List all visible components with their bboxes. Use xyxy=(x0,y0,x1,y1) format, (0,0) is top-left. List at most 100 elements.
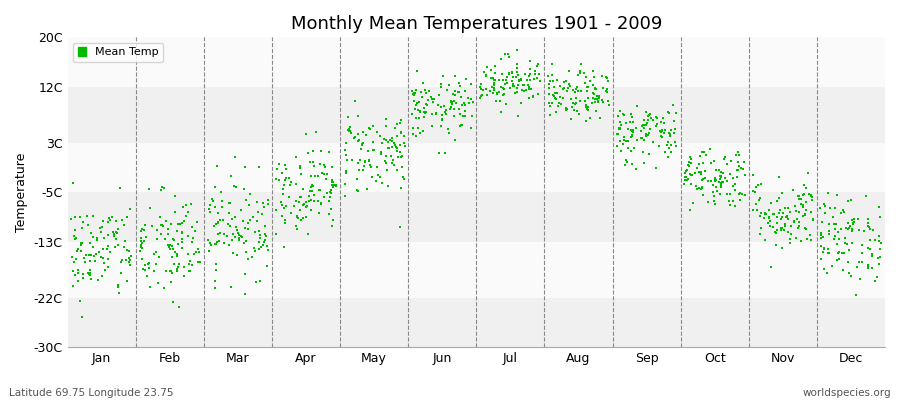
Point xyxy=(76,218,90,225)
Point xyxy=(192,249,206,255)
Point xyxy=(613,108,627,114)
Point xyxy=(486,85,500,92)
Point xyxy=(68,214,82,220)
Point xyxy=(845,240,859,246)
Point xyxy=(381,138,395,145)
Point xyxy=(417,104,431,111)
Point xyxy=(165,270,179,276)
Point xyxy=(637,122,652,128)
Point xyxy=(757,215,771,221)
Point xyxy=(338,152,353,158)
Point xyxy=(439,106,454,113)
Point xyxy=(134,256,148,262)
Point xyxy=(448,73,463,80)
Point xyxy=(500,74,515,80)
Point xyxy=(397,140,411,146)
Point xyxy=(545,61,560,68)
Point xyxy=(446,90,461,97)
Point xyxy=(492,98,507,104)
Point xyxy=(163,242,177,248)
Point xyxy=(302,188,317,194)
Point xyxy=(92,248,106,255)
Point xyxy=(438,106,453,113)
Point xyxy=(320,190,334,196)
Point xyxy=(275,170,290,176)
Point xyxy=(353,157,367,163)
Point xyxy=(230,227,245,233)
Point xyxy=(445,101,459,107)
Point xyxy=(464,96,479,102)
Point xyxy=(522,86,536,93)
Point xyxy=(65,254,79,261)
Point xyxy=(833,226,848,233)
Point xyxy=(638,109,652,115)
Point xyxy=(269,231,284,238)
Point xyxy=(261,200,275,207)
Point xyxy=(417,109,431,116)
Point xyxy=(649,165,663,171)
Point xyxy=(224,216,238,222)
Point xyxy=(342,127,356,134)
Point xyxy=(517,81,531,88)
Point xyxy=(225,250,239,256)
Point xyxy=(578,98,592,104)
Point xyxy=(292,194,307,200)
Point xyxy=(156,223,170,230)
Point xyxy=(161,242,176,248)
Point xyxy=(75,314,89,320)
Point xyxy=(523,66,537,72)
Point xyxy=(804,193,818,200)
Point xyxy=(554,101,568,108)
Point xyxy=(321,149,336,156)
Point xyxy=(759,210,773,217)
Point xyxy=(582,115,597,121)
Point xyxy=(213,216,228,223)
Point xyxy=(644,111,658,117)
Bar xyxy=(68,298,885,347)
Point xyxy=(242,202,256,208)
Point xyxy=(241,256,256,262)
Point xyxy=(763,263,778,270)
Point xyxy=(101,232,115,238)
Point xyxy=(505,70,519,76)
Point xyxy=(425,110,439,117)
Point xyxy=(865,253,879,260)
Point xyxy=(385,160,400,166)
Point xyxy=(276,191,291,198)
Point xyxy=(851,259,866,266)
Point xyxy=(522,58,536,64)
Point xyxy=(678,170,692,176)
Point xyxy=(374,140,389,146)
Point xyxy=(444,104,458,110)
Point xyxy=(406,131,420,138)
Point xyxy=(382,145,396,151)
Point xyxy=(502,53,517,60)
Point xyxy=(309,129,323,135)
Point xyxy=(461,95,475,102)
Point xyxy=(101,256,115,262)
Point xyxy=(250,209,265,215)
Point xyxy=(405,111,419,117)
Point xyxy=(452,106,466,112)
Point xyxy=(238,225,252,232)
Point xyxy=(193,258,207,265)
Point xyxy=(171,241,185,247)
Point xyxy=(165,243,179,249)
Point xyxy=(708,178,723,184)
Point xyxy=(762,222,777,229)
Point xyxy=(680,167,694,173)
Point xyxy=(418,87,432,94)
Point xyxy=(247,214,261,220)
Point xyxy=(704,159,718,166)
Point xyxy=(822,221,836,227)
Point xyxy=(258,233,273,239)
Point xyxy=(832,248,846,255)
Point xyxy=(872,238,886,245)
Point xyxy=(588,86,602,92)
Point xyxy=(178,202,193,208)
Point xyxy=(639,131,653,137)
Point xyxy=(76,270,90,277)
Point xyxy=(487,80,501,87)
Point xyxy=(428,110,443,116)
Point xyxy=(390,132,404,139)
